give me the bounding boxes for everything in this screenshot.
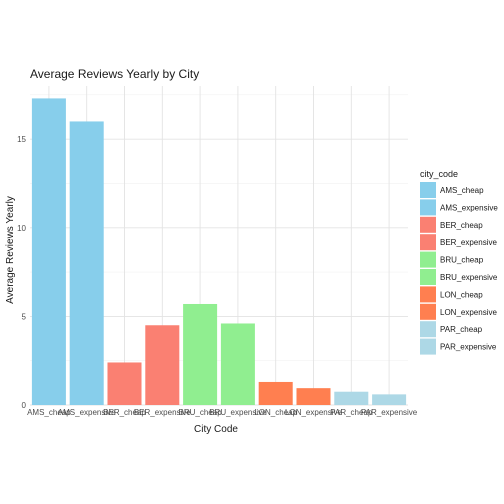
legend-key (420, 321, 436, 338)
y-tick-label: 5 (22, 312, 27, 321)
legend-label: BRU_expensive (440, 273, 498, 282)
legend-key (420, 303, 436, 320)
legend-label: AMS_expensive (440, 203, 498, 212)
x-tick-label: PAR_cheap (330, 408, 373, 417)
legend-key (420, 338, 436, 355)
y-tick-label: 0 (22, 401, 27, 410)
x-axis: AMS_cheapAMS_expensiveBER_cheapBER_expen… (27, 408, 418, 417)
bar-ams-expensive (69, 121, 104, 405)
y-tick-label: 15 (17, 135, 26, 144)
bar-ber-expensive (145, 325, 180, 405)
bar-ams-cheap (31, 98, 66, 406)
bar-par-cheap (334, 391, 369, 405)
legend-key (420, 216, 436, 233)
x-tick-label: BRU_expensive (209, 408, 267, 417)
x-tick-label: LON_expensive (285, 408, 342, 417)
legend-key (420, 269, 436, 285)
legend-key (420, 251, 436, 268)
legend-label: BER_expensive (440, 238, 497, 247)
bar-lon-expensive (296, 388, 331, 405)
legend-key (420, 286, 436, 303)
x-tick-label: LON_cheap (254, 408, 297, 417)
legend-label: PAR_cheap (440, 325, 483, 334)
x-tick-label: BER_cheap (103, 408, 146, 417)
x-tick-label: AMS_expensive (58, 408, 116, 417)
legend-key (420, 182, 436, 198)
bar-ber-cheap (107, 362, 142, 405)
legend-label: AMS_cheap (440, 186, 484, 195)
x-tick-label: BER_expensive (134, 408, 191, 417)
legend-label: BRU_cheap (440, 256, 484, 265)
legend-label: LON_expensive (440, 308, 497, 317)
y-axis-title: Average Reviews Yearly (5, 196, 16, 304)
y-tick-label: 10 (17, 224, 26, 233)
legend-label: PAR_expensive (440, 343, 497, 352)
legend-key (420, 234, 436, 251)
legend-title: city_code (420, 169, 458, 179)
bar-bru-expensive (220, 323, 255, 405)
bar-bru-cheap (183, 303, 218, 405)
y-axis: 0 5 10 15 (17, 135, 26, 410)
bars (31, 98, 407, 406)
legend: city_code AMS_cheap AMS_expensive BER_chea… (420, 169, 498, 355)
chart-title: Average Reviews Yearly by City (30, 67, 199, 81)
legend-label: LON_cheap (440, 290, 483, 299)
x-tick-label: PAR_expensive (361, 408, 418, 417)
x-tick-label: AMS_cheap (27, 408, 71, 417)
bar-par-expensive (372, 394, 407, 405)
x-tick-label: BRU_cheap (179, 408, 223, 417)
bar-lon-cheap (258, 381, 293, 405)
legend-label: BER_cheap (440, 221, 483, 230)
x-axis-title: City Code (194, 424, 238, 435)
legend-key (420, 199, 436, 216)
